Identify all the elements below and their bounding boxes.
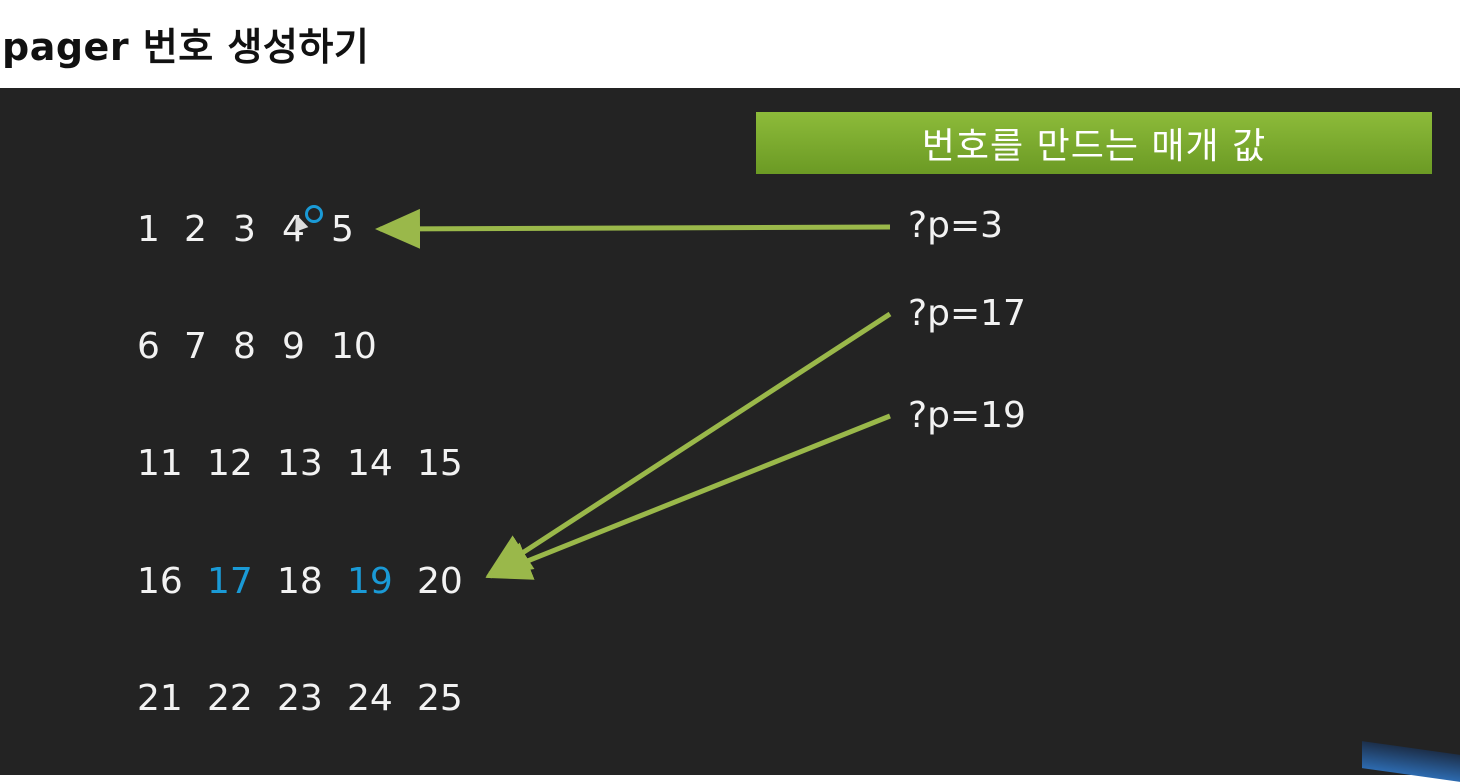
page-number: 23 [277,678,323,719]
page-number: 15 [417,443,463,484]
arrow-p19-to-20 [485,413,891,580]
page-title: pager 번호 생성하기 [2,25,370,69]
param-p3-label: ?p=3 [908,205,1004,246]
page-number: 20 [417,561,463,602]
page-number: 18 [277,561,323,602]
page-number: 5 [331,209,354,250]
page-number: 2 [184,209,207,250]
page-number: 21 [137,678,183,719]
page-number: 1 [137,209,160,250]
page-number: 4 [282,209,305,250]
arrow-p17-to-20 [485,311,892,577]
arrows-overlay [375,208,892,580]
arrow-p3-to-5 [375,208,891,249]
title-bar: pager 번호 생성하기 [0,0,1460,88]
page-number-highlighted: 19 [347,561,393,602]
param-p17-label: ?p=17 [908,293,1026,334]
click-indicator-icon [305,205,323,223]
page-number: 7 [184,326,207,367]
page-number: 14 [347,443,393,484]
page-number: 6 [137,326,160,367]
page-number: 3 [233,209,256,250]
page-number: 9 [282,326,305,367]
page-number: 11 [137,443,183,484]
page-number: 12 [207,443,253,484]
page-number: 24 [347,678,393,719]
banner-label: 번호를 만드는 매개 값 [756,112,1432,174]
page-number: 8 [233,326,256,367]
page-number: 13 [277,443,323,484]
page-number: 10 [331,326,377,367]
page-number: 16 [137,561,183,602]
page-number-highlighted: 17 [207,561,253,602]
page-number: 22 [207,678,253,719]
slide-canvas: 번호를 만드는 매개 값 1 2 3 4 5 6 7 8 9 10 11 12 … [0,88,1460,782]
param-p19-label: ?p=19 [908,395,1026,436]
page-number: 25 [417,678,463,719]
